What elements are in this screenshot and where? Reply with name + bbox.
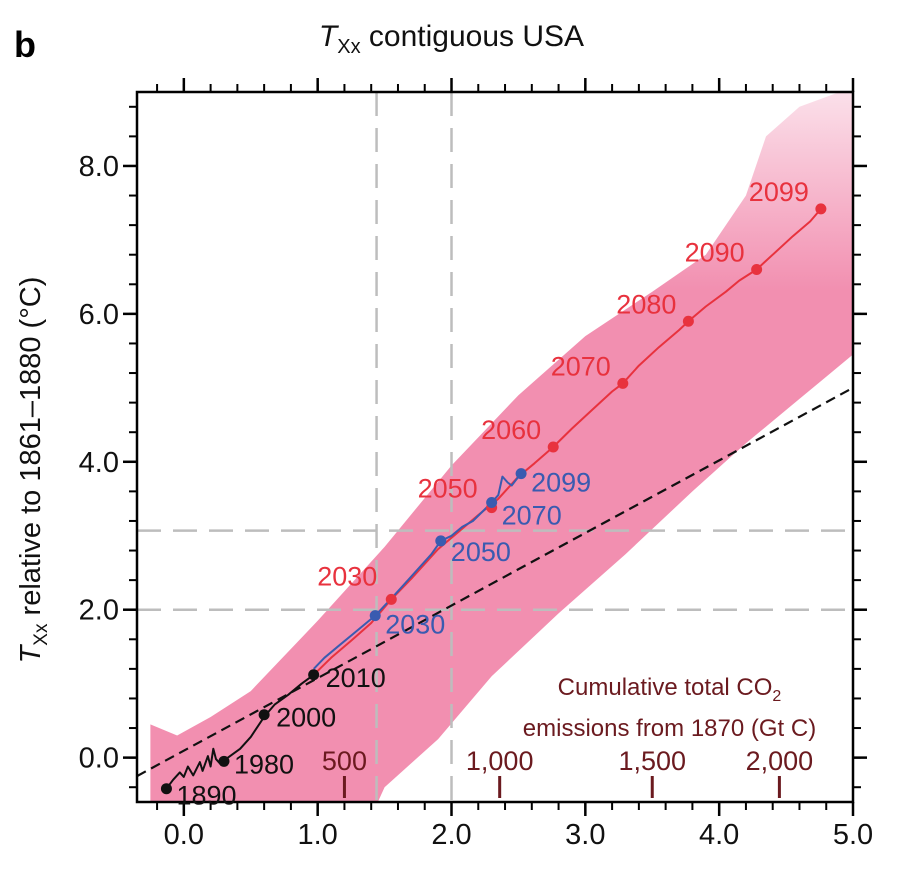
year-marker xyxy=(547,441,559,453)
year-label: 2060 xyxy=(481,415,541,445)
year-marker xyxy=(751,264,763,275)
x-tick-label: 1.0 xyxy=(298,819,338,851)
year-label: 2010 xyxy=(326,663,386,693)
title-text: contiguous USA xyxy=(360,20,585,53)
x-tick-label: 2.0 xyxy=(431,819,471,851)
year-marker xyxy=(385,593,397,605)
year-marker xyxy=(308,669,320,681)
co2-axis-label: Cumulative total CO2 emissions from 1870… xyxy=(492,672,847,745)
year-label: 2030 xyxy=(385,610,445,640)
co2-tick-label: 500 xyxy=(322,746,367,776)
panel-label: b xyxy=(14,24,36,65)
plot-frame xyxy=(135,90,855,804)
year-label: 1980 xyxy=(234,749,294,779)
y-tick-label: 2.0 xyxy=(79,595,119,627)
co2-tick-label: 1,000 xyxy=(466,746,534,776)
year-label: 2030 xyxy=(317,561,377,591)
y-tick-label: 0.0 xyxy=(79,743,119,775)
x-tick-label: 3.0 xyxy=(565,819,605,851)
year-marker xyxy=(515,468,527,480)
series-line-0 xyxy=(165,673,315,790)
year-label: 2050 xyxy=(418,474,478,504)
co2-label-line2: emissions from 1870 (Gt C) xyxy=(522,714,817,742)
year-label: 2070 xyxy=(551,351,611,381)
year-label: 2099 xyxy=(749,177,809,207)
year-marker xyxy=(486,496,498,508)
uncertainty-band xyxy=(150,92,853,802)
y-tick-label: 4.0 xyxy=(79,447,119,479)
year-marker xyxy=(815,203,827,215)
year-marker xyxy=(160,783,172,795)
year-label: 2050 xyxy=(451,537,511,567)
x-tick-label: 4.0 xyxy=(699,819,739,851)
x-tick-label: 5.0 xyxy=(833,819,873,851)
series-line-2 xyxy=(312,472,522,670)
chart-title: TXx contiguous USA xyxy=(0,20,903,59)
co2-tick-label: 1,500 xyxy=(618,746,686,776)
series-line-3 xyxy=(137,386,853,778)
y-tick-label: 6.0 xyxy=(79,299,119,331)
title-symbol: T xyxy=(318,20,338,53)
year-marker xyxy=(369,610,381,622)
series-line-1 xyxy=(313,208,822,676)
year-label: 2080 xyxy=(616,289,676,319)
year-label: 2090 xyxy=(685,238,745,268)
co2-label-subscript: 2 xyxy=(772,687,782,705)
year-label: 2070 xyxy=(502,500,562,530)
y-tick-label: 8.0 xyxy=(79,151,119,183)
year-label: 2000 xyxy=(276,703,336,733)
year-marker xyxy=(617,377,629,389)
x-tick-label: 0.0 xyxy=(164,819,204,851)
title-subscript: Xx xyxy=(337,36,361,58)
year-label: 1890 xyxy=(176,781,236,811)
co2-label-line1: Cumulative total CO xyxy=(557,674,773,701)
year-label: 2099 xyxy=(531,468,591,498)
year-marker xyxy=(258,709,270,721)
year-marker xyxy=(435,535,447,547)
year-marker xyxy=(218,755,230,767)
co2-tick-label: 2,000 xyxy=(746,746,814,776)
year-marker xyxy=(682,315,694,327)
